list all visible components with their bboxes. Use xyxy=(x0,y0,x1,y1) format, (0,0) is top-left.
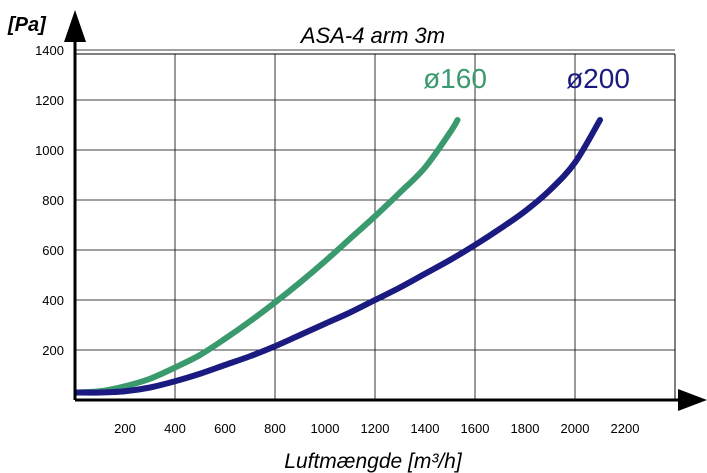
x-tick-label: 1400 xyxy=(411,421,440,436)
y-tick-label: 600 xyxy=(42,243,64,258)
y-tick-label: 1400 xyxy=(35,43,64,58)
series-group xyxy=(75,117,603,396)
series-line-d200 xyxy=(75,117,603,396)
x-tick-label: 200 xyxy=(114,421,136,436)
chart-title: ASA-4 arm 3m xyxy=(299,23,445,48)
grid-lines xyxy=(75,49,675,400)
x-tick-label: 1200 xyxy=(361,421,390,436)
y-axis-arrow xyxy=(64,10,86,42)
y-tick-label: 1200 xyxy=(35,93,64,108)
x-tick-label: 600 xyxy=(214,421,236,436)
y-tick-labels: 200 400 600 800 1000 1200 1400 xyxy=(35,43,64,358)
y-tick-label: 800 xyxy=(42,193,64,208)
y-tick-label: 400 xyxy=(42,293,64,308)
x-tick-labels: 200 400 600 800 1000 1200 1400 1600 1800 2000 2200 xyxy=(114,421,639,436)
x-tick-label: 1000 xyxy=(311,421,340,436)
y-tick-label: 1000 xyxy=(35,143,64,158)
series-label-d200: ø200 xyxy=(566,63,630,94)
series-line-d160 xyxy=(75,117,461,396)
x-tick-label: 400 xyxy=(164,421,186,436)
x-tick-label: 2000 xyxy=(561,421,590,436)
y-axis-label: [Pa] xyxy=(7,14,47,36)
x-tick-label: 1800 xyxy=(511,421,540,436)
x-axis-label: Luftmængde [m³/h] xyxy=(284,450,463,473)
x-tick-label: 1600 xyxy=(461,421,490,436)
y-tick-label: 200 xyxy=(42,343,64,358)
x-tick-label: 2200 xyxy=(611,421,640,436)
series-label-d160: ø160 xyxy=(423,63,487,94)
x-axis-arrow xyxy=(678,389,707,411)
x-tick-label: 800 xyxy=(264,421,286,436)
